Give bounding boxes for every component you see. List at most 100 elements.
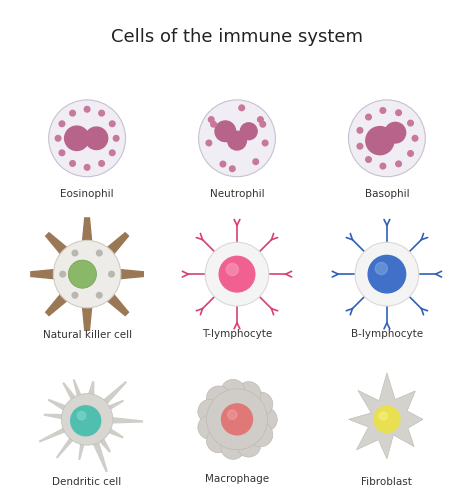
- Text: Dendritic cell: Dendritic cell: [53, 477, 122, 487]
- Polygon shape: [97, 434, 110, 452]
- Polygon shape: [106, 233, 128, 255]
- Polygon shape: [106, 293, 128, 316]
- Circle shape: [71, 406, 100, 436]
- Circle shape: [253, 407, 277, 431]
- Circle shape: [199, 100, 275, 176]
- Circle shape: [70, 161, 75, 166]
- Circle shape: [84, 165, 90, 170]
- Circle shape: [408, 120, 413, 126]
- Polygon shape: [46, 233, 68, 255]
- Polygon shape: [82, 218, 92, 243]
- Circle shape: [68, 260, 97, 288]
- Circle shape: [59, 150, 65, 156]
- Circle shape: [209, 117, 214, 122]
- Polygon shape: [40, 426, 69, 442]
- Circle shape: [198, 399, 222, 423]
- Circle shape: [355, 242, 419, 306]
- Circle shape: [84, 106, 90, 112]
- Circle shape: [206, 386, 231, 410]
- Circle shape: [207, 389, 267, 450]
- Polygon shape: [57, 434, 76, 458]
- Circle shape: [357, 128, 363, 133]
- Circle shape: [72, 292, 78, 298]
- Circle shape: [205, 242, 269, 306]
- Circle shape: [262, 140, 268, 146]
- Circle shape: [221, 404, 253, 435]
- Polygon shape: [104, 400, 123, 412]
- Circle shape: [228, 410, 237, 420]
- Polygon shape: [87, 382, 94, 399]
- Circle shape: [348, 100, 425, 176]
- Polygon shape: [91, 438, 107, 471]
- Circle shape: [248, 423, 273, 447]
- Text: Eosinophil: Eosinophil: [60, 189, 114, 199]
- Circle shape: [206, 428, 231, 453]
- Circle shape: [49, 100, 126, 176]
- Polygon shape: [45, 415, 67, 420]
- Circle shape: [396, 110, 401, 115]
- Text: Cells of the immune system: Cells of the immune system: [111, 28, 363, 46]
- Circle shape: [374, 406, 400, 432]
- Circle shape: [365, 157, 371, 162]
- Circle shape: [97, 292, 102, 298]
- Polygon shape: [31, 270, 56, 279]
- Circle shape: [248, 392, 273, 417]
- Circle shape: [72, 250, 78, 256]
- Circle shape: [239, 105, 245, 110]
- Circle shape: [97, 250, 102, 256]
- Polygon shape: [104, 426, 123, 438]
- Polygon shape: [118, 270, 143, 279]
- Polygon shape: [63, 383, 78, 404]
- Text: B-lymphocyte: B-lymphocyte: [351, 329, 423, 339]
- Polygon shape: [100, 382, 126, 407]
- Polygon shape: [348, 373, 423, 459]
- Circle shape: [99, 161, 104, 166]
- Circle shape: [60, 271, 65, 277]
- Circle shape: [70, 110, 75, 116]
- Circle shape: [396, 161, 401, 167]
- Text: Natural killer cell: Natural killer cell: [43, 330, 132, 340]
- Circle shape: [253, 159, 258, 165]
- Circle shape: [198, 415, 222, 439]
- Circle shape: [59, 121, 65, 127]
- Circle shape: [219, 256, 255, 292]
- Text: Neutrophil: Neutrophil: [210, 189, 264, 199]
- Circle shape: [215, 121, 236, 141]
- Circle shape: [375, 262, 387, 275]
- Circle shape: [61, 393, 113, 445]
- Circle shape: [220, 161, 226, 167]
- Circle shape: [109, 121, 115, 127]
- Circle shape: [240, 123, 257, 140]
- Polygon shape: [49, 400, 70, 413]
- Circle shape: [206, 140, 212, 146]
- Circle shape: [380, 107, 386, 113]
- Circle shape: [109, 150, 115, 156]
- Circle shape: [366, 127, 394, 155]
- Circle shape: [226, 263, 238, 276]
- Circle shape: [99, 110, 104, 116]
- Circle shape: [229, 166, 235, 172]
- Circle shape: [109, 271, 114, 277]
- Circle shape: [64, 126, 89, 150]
- Circle shape: [85, 127, 108, 149]
- Circle shape: [385, 122, 406, 143]
- Circle shape: [221, 435, 245, 459]
- Circle shape: [379, 412, 387, 421]
- Circle shape: [365, 114, 371, 120]
- Circle shape: [55, 136, 61, 141]
- Polygon shape: [79, 439, 85, 459]
- Text: T-lymphocyte: T-lymphocyte: [202, 329, 272, 339]
- Circle shape: [380, 163, 386, 169]
- Circle shape: [54, 241, 121, 308]
- Circle shape: [257, 117, 263, 122]
- Polygon shape: [82, 306, 92, 330]
- Circle shape: [368, 255, 406, 293]
- Text: Basophil: Basophil: [365, 189, 409, 199]
- Circle shape: [412, 136, 418, 141]
- Polygon shape: [46, 293, 68, 316]
- Circle shape: [211, 121, 217, 127]
- Polygon shape: [108, 417, 142, 423]
- Circle shape: [228, 131, 246, 150]
- Circle shape: [237, 382, 261, 406]
- Circle shape: [357, 143, 363, 149]
